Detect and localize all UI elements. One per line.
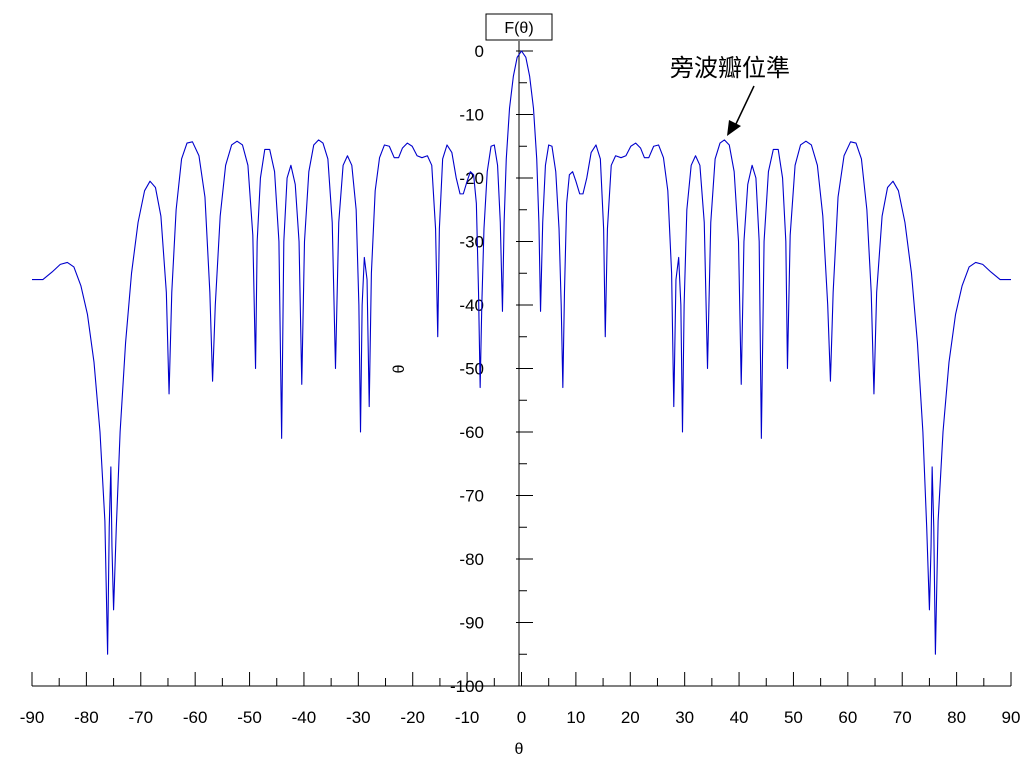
y-tick-label: -60 — [459, 423, 484, 442]
y-axis-side-label: θ — [391, 364, 408, 373]
x-tick-label: -80 — [74, 708, 99, 727]
x-tick-label: -50 — [237, 708, 262, 727]
x-tick-label: -90 — [20, 708, 45, 727]
annotation-text: 旁波瓣位準 — [670, 54, 790, 82]
x-tick-label: 60 — [838, 708, 857, 727]
y-tick-label: -80 — [459, 550, 484, 569]
y-tick-label: -70 — [459, 487, 484, 506]
y-tick-label: -90 — [459, 614, 484, 633]
x-tick-label: 40 — [730, 708, 749, 727]
x-tick-label: 20 — [621, 708, 640, 727]
x-tick-label: 90 — [1002, 708, 1021, 727]
y-tick-label: -10 — [459, 106, 484, 125]
y-tick-label: 0 — [475, 42, 484, 61]
y-axis-title: F(θ) — [504, 20, 533, 37]
y-tick-label: -100 — [450, 677, 484, 696]
annotation-arrow-shaft — [734, 85, 755, 127]
x-tick-label: 0 — [517, 708, 526, 727]
y-axis-title-box: F(θ) — [485, 13, 553, 41]
y-tick-label: -30 — [459, 233, 484, 252]
x-tick-label: -10 — [455, 708, 480, 727]
x-tick-label: -40 — [292, 708, 317, 727]
x-tick-label: -70 — [128, 708, 153, 727]
y-tick-label: -40 — [459, 296, 484, 315]
series — [32, 50, 1011, 655]
x-tick-label: -20 — [400, 708, 425, 727]
x-tick-label: 30 — [675, 708, 694, 727]
ticks — [31, 50, 1012, 687]
annotation-arrow-head — [727, 120, 741, 136]
tick-labels: -90 -80 -70 -60 -50 -40 -30 -20 -10 0 10 20 30 40 50 60… — [20, 42, 1021, 727]
y-tick-label: -20 — [459, 169, 484, 188]
x-tick-label: 50 — [784, 708, 803, 727]
array-factor-curve — [32, 50, 1011, 655]
y-tick-label: -50 — [459, 360, 484, 379]
x-tick-label: 80 — [947, 708, 966, 727]
x-tick-label: 70 — [893, 708, 912, 727]
x-axis-title: θ — [515, 741, 524, 757]
sidelobe-annotation: 旁波瓣位準 — [670, 54, 790, 136]
x-tick-label: -60 — [183, 708, 208, 727]
x-tick-label: -30 — [346, 708, 371, 727]
axes — [32, 41, 1011, 687]
x-tick-label: 10 — [566, 708, 585, 727]
